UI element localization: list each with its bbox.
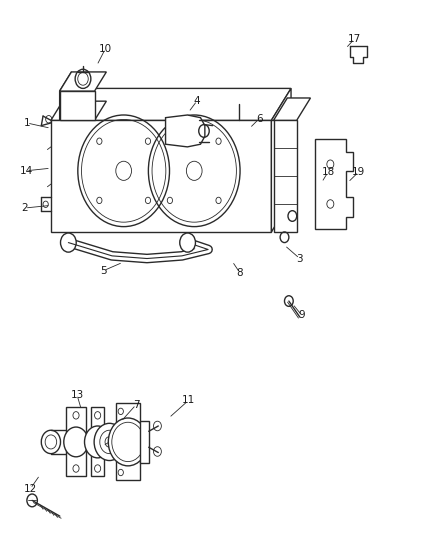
Text: 2: 2	[21, 203, 28, 213]
Text: 10: 10	[99, 44, 112, 53]
Text: 6: 6	[256, 114, 262, 124]
Text: 11: 11	[182, 395, 195, 406]
Polygon shape	[60, 101, 106, 120]
Text: 5: 5	[100, 266, 106, 276]
Polygon shape	[60, 91, 95, 120]
Circle shape	[60, 233, 76, 252]
Text: 8: 8	[237, 268, 243, 278]
Text: 14: 14	[19, 166, 33, 176]
Circle shape	[108, 418, 148, 466]
Circle shape	[41, 430, 60, 454]
Circle shape	[85, 426, 111, 458]
Text: 17: 17	[348, 34, 361, 44]
Text: 7: 7	[133, 400, 139, 410]
Circle shape	[180, 233, 195, 252]
Polygon shape	[116, 403, 140, 480]
Text: 19: 19	[352, 167, 365, 177]
Text: 3: 3	[297, 254, 303, 263]
Text: 9: 9	[299, 310, 305, 320]
Text: 1: 1	[24, 118, 30, 128]
Text: 12: 12	[24, 484, 37, 494]
Polygon shape	[51, 120, 272, 232]
Circle shape	[64, 427, 88, 457]
Text: 18: 18	[321, 167, 335, 177]
Polygon shape	[91, 407, 104, 477]
Polygon shape	[140, 421, 149, 463]
Circle shape	[94, 423, 125, 461]
Polygon shape	[274, 120, 297, 232]
Polygon shape	[274, 98, 311, 120]
Polygon shape	[315, 139, 353, 229]
Polygon shape	[60, 72, 106, 91]
Polygon shape	[166, 115, 205, 147]
Polygon shape	[66, 407, 86, 477]
Polygon shape	[60, 72, 71, 120]
Text: 13: 13	[71, 390, 84, 400]
Text: 4: 4	[194, 95, 201, 106]
Polygon shape	[272, 88, 291, 232]
Polygon shape	[51, 88, 291, 120]
